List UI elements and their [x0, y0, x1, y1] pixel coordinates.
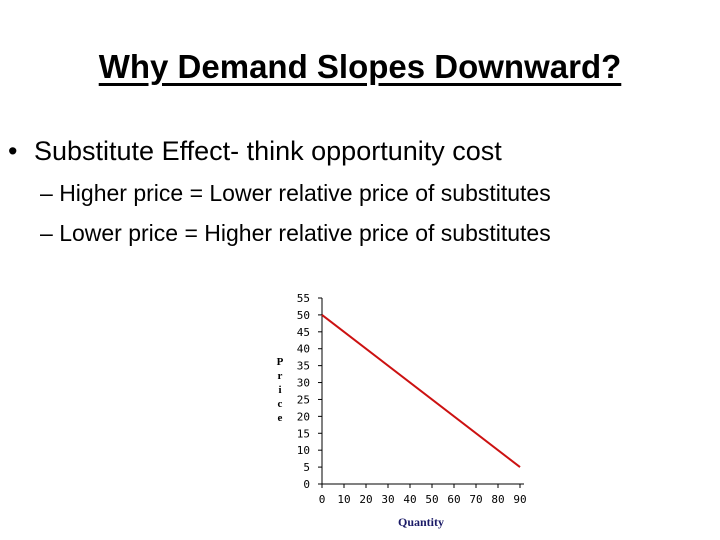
y-tick-label: 10	[297, 444, 310, 457]
y-axis-label-letter: r	[278, 370, 283, 382]
sub-bullet-marker: –	[40, 220, 53, 246]
x-tick-label: 70	[469, 493, 482, 506]
y-axis-label-letter: P	[277, 356, 284, 368]
main-bullet-text: Substitute Effect- think opportunity cos…	[34, 136, 502, 166]
sub-bullet-marker: –	[40, 180, 53, 206]
x-tick-label: 30	[381, 493, 394, 506]
x-axis-label: Quantity	[398, 515, 444, 529]
y-tick-label: 20	[297, 410, 310, 423]
y-axis-label-letter: c	[278, 398, 283, 410]
y-tick-label: 40	[297, 343, 310, 356]
y-tick-label: 55	[297, 292, 310, 305]
x-tick-label: 10	[337, 493, 350, 506]
y-tick-label: 45	[297, 326, 310, 339]
slide-title: Why Demand Slopes Downward?	[98, 48, 622, 85]
x-tick-label: 60	[447, 493, 460, 506]
main-bullet: • Substitute Effect- think opportunity co…	[8, 136, 502, 167]
sub-bullet-text: Higher price = Lower relative price of s…	[59, 180, 551, 206]
sub-bullet-higher-price: – Higher price = Lower relative price of…	[40, 180, 551, 207]
y-tick-label: 25	[297, 393, 310, 406]
y-axis-label-letter: i	[278, 384, 281, 396]
y-tick-label: 30	[297, 377, 310, 390]
y-tick-label: 0	[303, 478, 310, 491]
y-tick-label: 15	[297, 427, 310, 440]
bullet-marker: •	[8, 136, 18, 166]
x-tick-label: 40	[403, 493, 416, 506]
y-tick-label: 35	[297, 360, 310, 373]
demand-line	[321, 314, 521, 468]
x-tick-label: 20	[359, 493, 372, 506]
sub-bullet-lower-price: – Lower price = Higher relative price of…	[40, 220, 551, 247]
x-tick-label: 90	[513, 493, 526, 506]
sub-bullet-text: Lower price = Higher relative price of s…	[59, 220, 551, 246]
x-tick-label: 0	[319, 493, 326, 506]
x-tick-label: 50	[425, 493, 438, 506]
y-axis-label-letter: e	[278, 412, 283, 424]
y-tick-label: 5	[303, 461, 310, 474]
x-tick-label: 80	[491, 493, 504, 506]
y-tick-label: 50	[297, 309, 310, 322]
